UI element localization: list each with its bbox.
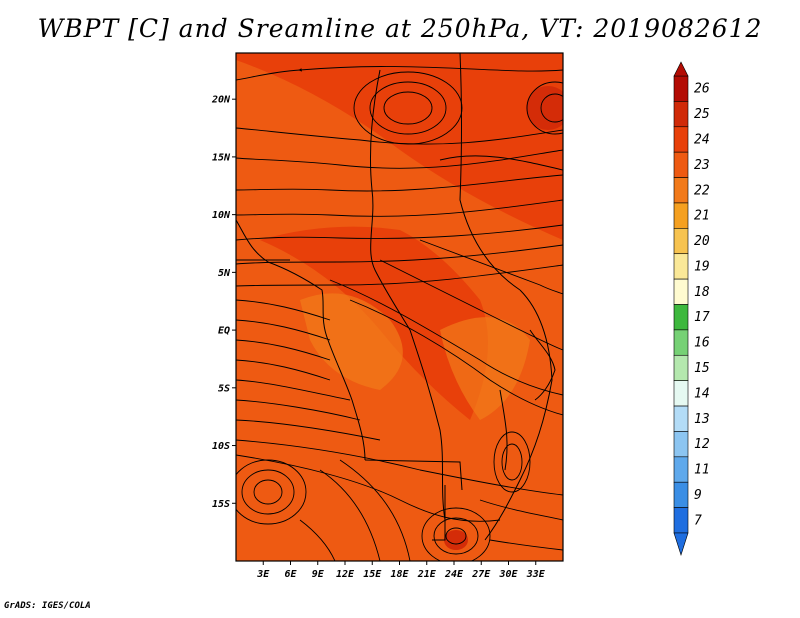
- lon-tick-label: 9E: [312, 569, 325, 580]
- lon-tick-label: 33E: [526, 569, 546, 580]
- lon-tick-label: 6E: [284, 569, 297, 580]
- lon-tick-label: 24E: [444, 569, 464, 580]
- colorbar-label: 11: [694, 463, 710, 478]
- colorbar-label: 9: [694, 488, 702, 503]
- colorbar-swatch: [673, 380, 689, 407]
- lon-tick-label: 30E: [498, 569, 518, 580]
- lon-tick-label: 15E: [363, 569, 382, 580]
- colorbar-label: 7: [694, 513, 702, 528]
- lon-tick-label: 21E: [417, 569, 437, 580]
- lon-tick-label: 18E: [390, 569, 409, 580]
- lat-tick-label: 10N: [212, 210, 231, 221]
- colorbar-label: 16: [694, 336, 710, 351]
- colorbar-label: 24: [694, 132, 710, 147]
- colorbar-top-arrow: [673, 61, 689, 77]
- grads-credit: GrADS: IGES/COLA: [4, 601, 91, 611]
- colorbar-swatch: [673, 304, 689, 331]
- colorbar-swatch: [673, 126, 689, 153]
- colorbar-swatch: [673, 456, 689, 483]
- colorbar-swatch: [673, 228, 689, 255]
- colorbar-swatch: [673, 329, 689, 356]
- lon-tick-label: 12E: [336, 569, 355, 580]
- colorbar-label: 25: [694, 107, 710, 122]
- colorbar-swatch: [673, 278, 689, 305]
- country-borders: [236, 53, 563, 541]
- colorbar-bottom-arrow: [673, 532, 689, 556]
- colorbar-label: 12: [694, 437, 710, 452]
- lat-tick-label: 5N: [218, 268, 231, 279]
- colorbar-label: 14: [694, 386, 710, 401]
- colorbar-label: 18: [694, 285, 710, 300]
- lat-tick-label: 10S: [212, 441, 230, 452]
- colorbar-label: 22: [694, 183, 710, 198]
- colorbar-swatch: [673, 177, 689, 204]
- colorbar-swatch: [673, 75, 689, 102]
- colorbar-swatch: [673, 202, 689, 229]
- colorbar-swatch: [673, 354, 689, 381]
- colorbar-label: 13: [694, 412, 710, 427]
- lat-tick-label: 20N: [211, 95, 231, 106]
- lat-tick-label: 15N: [212, 152, 231, 163]
- streamlines: [236, 66, 563, 561]
- lon-tick-label: 3E: [256, 569, 270, 580]
- colorbar-label: 17: [694, 310, 710, 325]
- longitude-axis: 3E 6E 9E 12E 15E 18E 21E 24E 27E 30E 33E: [256, 561, 546, 580]
- wbpt-fill-patches: [236, 53, 563, 550]
- colorbar-swatch: [673, 507, 689, 534]
- colorbar-swatch: [673, 405, 689, 432]
- colorbar-label: 20: [694, 234, 710, 249]
- colorbar-swatch: [673, 253, 689, 280]
- colorbar-label: 23: [694, 158, 710, 173]
- colorbar: 26 25 24 23 22 21 20 19 18 17 16 15 14 13 12 11 9 7: [673, 61, 710, 556]
- lat-tick-label: EQ: [218, 326, 230, 337]
- colorbar-label: 21: [694, 209, 710, 224]
- colorbar-label: 26: [694, 82, 710, 97]
- colorbar-swatch: [673, 151, 689, 178]
- colorbar-label: 19: [694, 259, 710, 274]
- colorbar-swatch: [673, 431, 689, 458]
- colorbar-label: 15: [694, 361, 710, 376]
- lat-tick-label: 5S: [218, 383, 230, 394]
- lat-tick-label: 15S: [212, 499, 230, 510]
- latitude-axis: 20N 15N 10N 5N EQ 5S 10S 15S: [211, 95, 236, 510]
- colorbar-swatch: [673, 481, 689, 508]
- chart-title: WBPT [C] and Sreamline at 250hPa, VT: 20…: [37, 14, 763, 43]
- lon-tick-label: 27E: [471, 569, 491, 580]
- colorbar-swatch: [673, 101, 689, 128]
